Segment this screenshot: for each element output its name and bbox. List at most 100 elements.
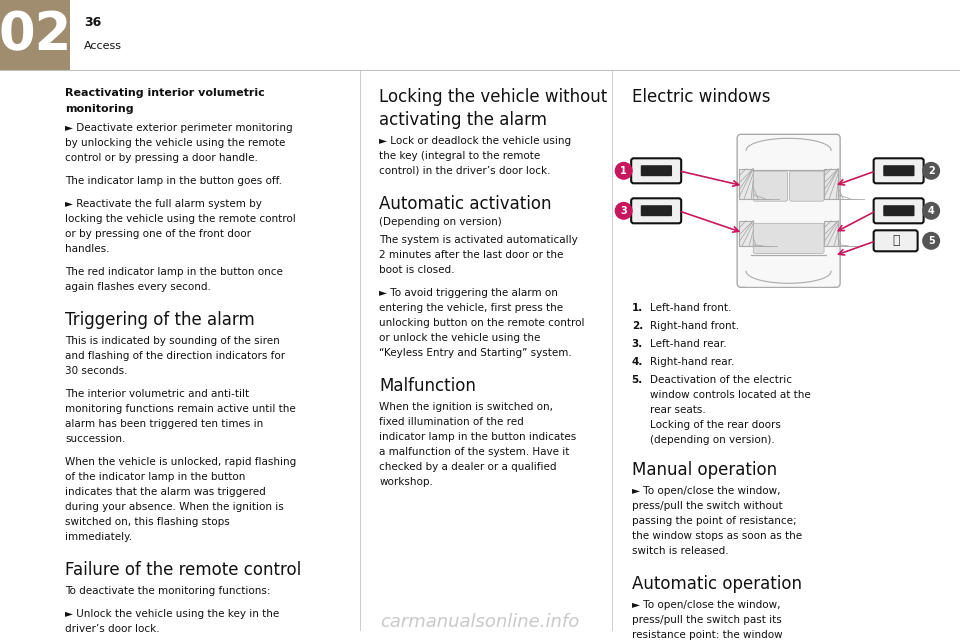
Text: 3: 3 (620, 206, 627, 216)
Circle shape (923, 202, 940, 220)
Text: ► Deactivate exterior perimeter monitoring: ► Deactivate exterior perimeter monitori… (65, 123, 293, 133)
Text: 02: 02 (0, 9, 72, 61)
Text: press/pull the switch past its: press/pull the switch past its (632, 615, 781, 625)
FancyBboxPatch shape (631, 198, 682, 223)
Text: (depending on version).: (depending on version). (650, 435, 775, 445)
Text: 30 seconds.: 30 seconds. (65, 366, 128, 376)
FancyBboxPatch shape (824, 221, 838, 246)
Text: switched on, this flashing stops: switched on, this flashing stops (65, 517, 230, 527)
Text: When the ignition is switched on,: When the ignition is switched on, (379, 402, 553, 412)
Text: succession.: succession. (65, 434, 126, 444)
FancyBboxPatch shape (790, 171, 824, 201)
Text: Left-hand front.: Left-hand front. (650, 303, 732, 314)
Text: (Depending on version): (Depending on version) (379, 218, 502, 227)
Text: Right-hand rear.: Right-hand rear. (650, 357, 734, 367)
Text: The red indicator lamp in the button once: The red indicator lamp in the button onc… (65, 267, 283, 277)
Text: alarm has been triggered ten times in: alarm has been triggered ten times in (65, 419, 264, 429)
Text: 5.: 5. (632, 375, 643, 385)
FancyBboxPatch shape (737, 134, 840, 287)
Text: ► To avoid triggering the alarm on: ► To avoid triggering the alarm on (379, 289, 558, 298)
Text: Automatic activation: Automatic activation (379, 195, 552, 212)
Text: the window stops as soon as the: the window stops as soon as the (632, 531, 802, 541)
Text: switch is released.: switch is released. (632, 546, 729, 556)
Text: When the vehicle is unlocked, rapid flashing: When the vehicle is unlocked, rapid flas… (65, 457, 297, 467)
Text: Reactivating interior volumetric: Reactivating interior volumetric (65, 88, 265, 98)
Text: locking the vehicle using the remote control: locking the vehicle using the remote con… (65, 214, 296, 224)
FancyBboxPatch shape (883, 165, 915, 176)
Text: 4.: 4. (632, 357, 643, 367)
Text: of the indicator lamp in the button: of the indicator lamp in the button (65, 472, 246, 482)
Text: immediately.: immediately. (65, 532, 132, 542)
Text: the key (integral to the remote: the key (integral to the remote (379, 150, 540, 161)
Text: resistance point: the window: resistance point: the window (632, 630, 782, 640)
Text: Electric windows: Electric windows (632, 88, 770, 106)
FancyBboxPatch shape (631, 158, 682, 183)
Text: This is indicated by sounding of the siren: This is indicated by sounding of the sir… (65, 336, 280, 346)
FancyBboxPatch shape (640, 205, 672, 216)
Text: or by pressing one of the front door: or by pressing one of the front door (65, 229, 252, 239)
Text: carmanualsonline.info: carmanualsonline.info (380, 613, 580, 631)
FancyBboxPatch shape (874, 198, 924, 223)
Text: and flashing of the direction indicators for: and flashing of the direction indicators… (65, 351, 285, 361)
FancyBboxPatch shape (640, 165, 672, 176)
Text: or unlock the vehicle using the: or unlock the vehicle using the (379, 333, 540, 344)
FancyBboxPatch shape (739, 169, 754, 199)
Text: workshop.: workshop. (379, 477, 433, 487)
Text: ► Unlock the vehicle using the key in the: ► Unlock the vehicle using the key in th… (65, 609, 279, 619)
Text: ► To open/close the window,: ► To open/close the window, (632, 486, 780, 496)
Text: fixed illumination of the red: fixed illumination of the red (379, 417, 524, 428)
FancyBboxPatch shape (754, 223, 824, 253)
Text: passing the point of resistance;: passing the point of resistance; (632, 516, 796, 526)
Text: 2 minutes after the last door or the: 2 minutes after the last door or the (379, 250, 564, 260)
Text: Left-hand rear.: Left-hand rear. (650, 339, 727, 349)
Text: by unlocking the vehicle using the remote: by unlocking the vehicle using the remot… (65, 138, 286, 148)
Text: 2.: 2. (632, 321, 643, 332)
Text: ► Reactivate the full alarm system by: ► Reactivate the full alarm system by (65, 199, 262, 209)
Text: monitoring functions remain active until the: monitoring functions remain active until… (65, 404, 296, 414)
Text: The interior volumetric and anti-tilt: The interior volumetric and anti-tilt (65, 388, 250, 399)
Text: during your absence. When the ignition is: during your absence. When the ignition i… (65, 502, 284, 512)
Circle shape (923, 162, 940, 180)
Text: monitoring: monitoring (65, 104, 133, 114)
FancyBboxPatch shape (883, 205, 915, 216)
Text: 1: 1 (620, 166, 627, 176)
Text: Failure of the remote control: Failure of the remote control (65, 561, 301, 579)
Text: Locking of the rear doors: Locking of the rear doors (650, 420, 780, 430)
Text: 1.: 1. (632, 303, 643, 314)
Text: ⚿: ⚿ (892, 234, 900, 247)
Text: indicates that the alarm was triggered: indicates that the alarm was triggered (65, 487, 266, 497)
Text: control or by pressing a door handle.: control or by pressing a door handle. (65, 153, 258, 163)
FancyBboxPatch shape (754, 171, 787, 201)
Text: Malfunction: Malfunction (379, 378, 476, 396)
Text: Locking the vehicle without: Locking the vehicle without (379, 88, 608, 106)
FancyBboxPatch shape (874, 230, 918, 252)
Text: “Keyless Entry and Starting” system.: “Keyless Entry and Starting” system. (379, 348, 572, 358)
Text: ► Lock or deadlock the vehicle using: ► Lock or deadlock the vehicle using (379, 136, 571, 145)
Text: unlocking button on the remote control: unlocking button on the remote control (379, 318, 585, 328)
Text: checked by a dealer or a qualified: checked by a dealer or a qualified (379, 462, 557, 472)
FancyBboxPatch shape (739, 221, 754, 246)
Text: 5: 5 (927, 236, 934, 246)
Text: a malfunction of the system. Have it: a malfunction of the system. Have it (379, 447, 569, 457)
Text: 4: 4 (927, 206, 934, 216)
FancyBboxPatch shape (824, 169, 838, 199)
Text: rear seats.: rear seats. (650, 405, 706, 415)
Circle shape (614, 162, 633, 180)
Text: 36: 36 (84, 15, 101, 29)
Text: boot is closed.: boot is closed. (379, 266, 455, 275)
Text: press/pull the switch without: press/pull the switch without (632, 501, 782, 511)
Circle shape (614, 202, 633, 220)
Text: Automatic operation: Automatic operation (632, 575, 802, 593)
FancyBboxPatch shape (874, 158, 924, 183)
Text: The indicator lamp in the button goes off.: The indicator lamp in the button goes of… (65, 176, 282, 186)
Text: driver’s door lock.: driver’s door lock. (65, 623, 160, 634)
Text: Manual operation: Manual operation (632, 461, 777, 479)
Text: To deactivate the monitoring functions:: To deactivate the monitoring functions: (65, 586, 271, 596)
Text: activating the alarm: activating the alarm (379, 111, 547, 129)
Text: Triggering of the alarm: Triggering of the alarm (65, 311, 255, 329)
Text: Access: Access (84, 41, 122, 51)
Text: entering the vehicle, first press the: entering the vehicle, first press the (379, 303, 564, 314)
Text: The system is activated automatically: The system is activated automatically (379, 236, 578, 245)
Text: again flashes every second.: again flashes every second. (65, 282, 211, 292)
Text: 2: 2 (927, 166, 934, 176)
